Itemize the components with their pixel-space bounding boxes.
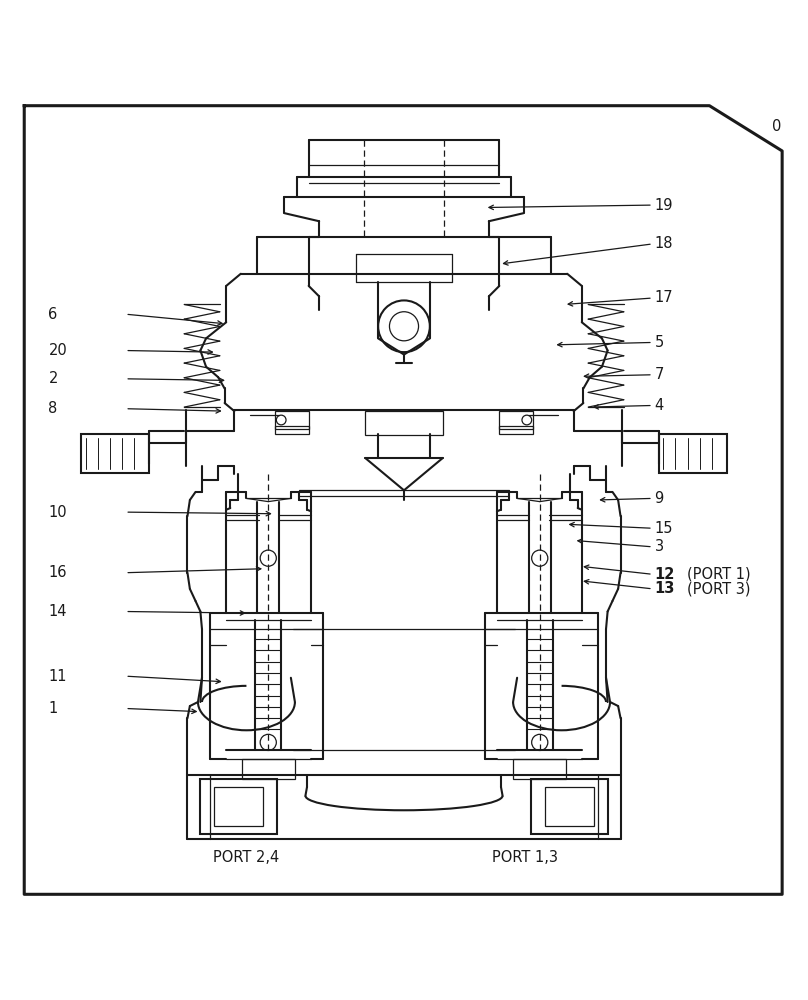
Bar [275, 426, 309, 434]
Text: 16: 16 [48, 565, 67, 580]
Bar [659, 434, 727, 473]
Bar [81, 434, 149, 473]
Text: (PORT 1): (PORT 1) [687, 567, 751, 582]
Text: 15: 15 [654, 521, 673, 536]
Bar [531, 779, 608, 834]
Text: 18: 18 [654, 236, 673, 251]
Bar [499, 426, 533, 434]
Text: 13: 13 [654, 581, 675, 596]
Text: 20: 20 [48, 343, 67, 358]
Text: 7: 7 [654, 367, 664, 382]
Bar [513, 759, 566, 779]
Bar [214, 787, 263, 826]
Text: 9: 9 [654, 491, 663, 506]
Text: 17: 17 [654, 290, 673, 306]
Text: (PORT 3): (PORT 3) [687, 581, 751, 596]
Text: 3: 3 [654, 539, 663, 554]
Text: 14: 14 [48, 604, 67, 619]
Text: 11: 11 [48, 669, 67, 684]
Text: 4: 4 [654, 398, 663, 413]
Bar [275, 411, 309, 429]
Text: PORT 1,3: PORT 1,3 [492, 850, 558, 865]
Bar [200, 779, 277, 834]
Text: 0: 0 [772, 119, 781, 134]
Text: PORT 2,4: PORT 2,4 [213, 850, 280, 865]
Bar [499, 411, 533, 429]
Bar [545, 787, 594, 826]
Text: 19: 19 [654, 198, 673, 213]
Text: 1: 1 [48, 701, 57, 716]
Text: 12: 12 [654, 567, 675, 582]
Text: 2: 2 [48, 371, 58, 386]
Text: 6: 6 [48, 307, 57, 322]
Bar [242, 759, 295, 779]
Text: 5: 5 [654, 335, 663, 350]
Text: 10: 10 [48, 505, 67, 520]
Text: 8: 8 [48, 401, 57, 416]
Bar [365, 411, 443, 435]
